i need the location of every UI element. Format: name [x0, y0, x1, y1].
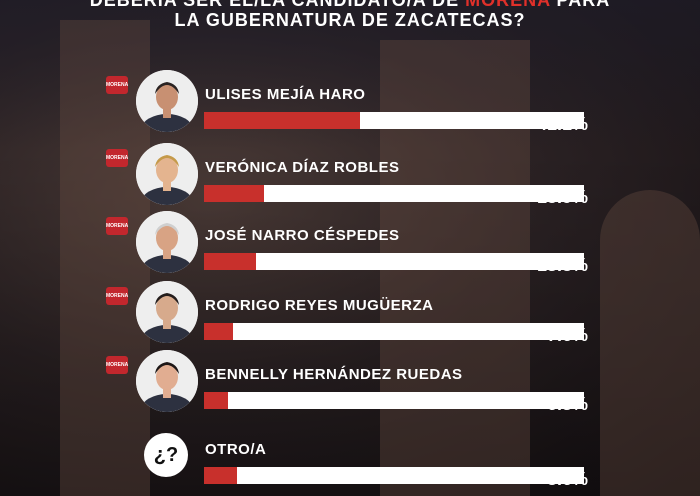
percentage-label: 8.6%: [546, 469, 588, 489]
bar-track: [204, 253, 584, 270]
bar-track: [204, 467, 584, 484]
candidate-name: VERÓNICA DÍAZ ROBLES: [205, 159, 400, 176]
percentage-label: 41.1%: [536, 114, 588, 134]
morena-logo-icon: MORENA: [106, 287, 128, 305]
candidate-row: MORENA BENNELLY HERNÁNDEZ RUEDAS 6.3%: [0, 350, 700, 420]
cathedral-silhouette: [60, 20, 150, 496]
morena-logo-icon: MORENA: [106, 149, 128, 167]
bar-track: [204, 185, 584, 202]
candidate-name: RODRIGO REYES MUGÜERZA: [205, 297, 434, 314]
bar-track: [204, 323, 584, 340]
bar: [204, 392, 228, 409]
bar: [204, 467, 237, 484]
percentage-label: 15.9%: [536, 187, 588, 207]
candidate-name: BENNELLY HERNÁNDEZ RUEDAS: [205, 366, 463, 383]
bar: [204, 323, 233, 340]
morena-logo-icon: MORENA: [106, 356, 128, 374]
candidate-photo: [136, 281, 198, 343]
bar: [204, 253, 257, 270]
percentage-label: 7.6%: [546, 325, 588, 345]
candidate-photo: [136, 350, 198, 412]
bar: [204, 112, 361, 129]
candidate-name: OTRO/A: [205, 441, 267, 458]
candidate-name: ULISES MEJÍA HARO: [205, 86, 366, 103]
candidate-row: MORENA VERÓNICA DÍAZ ROBLES 15.9%: [0, 143, 700, 213]
candidate-row: MORENA ULISES MEJÍA HARO 41.1%: [0, 70, 700, 140]
candidate-row: ¿? OTRO/A 8.6%: [0, 425, 700, 495]
dome-silhouette: [600, 190, 700, 496]
title-line-1: DEBERÍA SER EL/LA CANDIDATO/A DE MORENA …: [89, 0, 611, 10]
morena-logo-icon: MORENA: [106, 76, 128, 94]
percentage-label: 6.3%: [546, 394, 588, 414]
bar-track: [204, 392, 584, 409]
bar: [204, 185, 265, 202]
question-mark-icon: ¿?: [144, 433, 188, 477]
candidate-name: JOSÉ NARRO CÉSPEDES: [205, 227, 400, 244]
candidate-photo: [136, 143, 198, 205]
candidate-row: MORENA JOSÉ NARRO CÉSPEDES 13.8%: [0, 211, 700, 281]
candidate-photo: [136, 70, 198, 132]
candidate-photo: [136, 211, 198, 273]
morena-logo-icon: MORENA: [106, 217, 128, 235]
percentage-label: 13.8%: [536, 255, 588, 275]
title-line-2: LA GUBERNATURA DE ZACATECAS?: [174, 10, 526, 30]
bar-track: [204, 112, 584, 129]
candidate-row: MORENA RODRIGO REYES MUGÜERZA 7.6%: [0, 281, 700, 351]
